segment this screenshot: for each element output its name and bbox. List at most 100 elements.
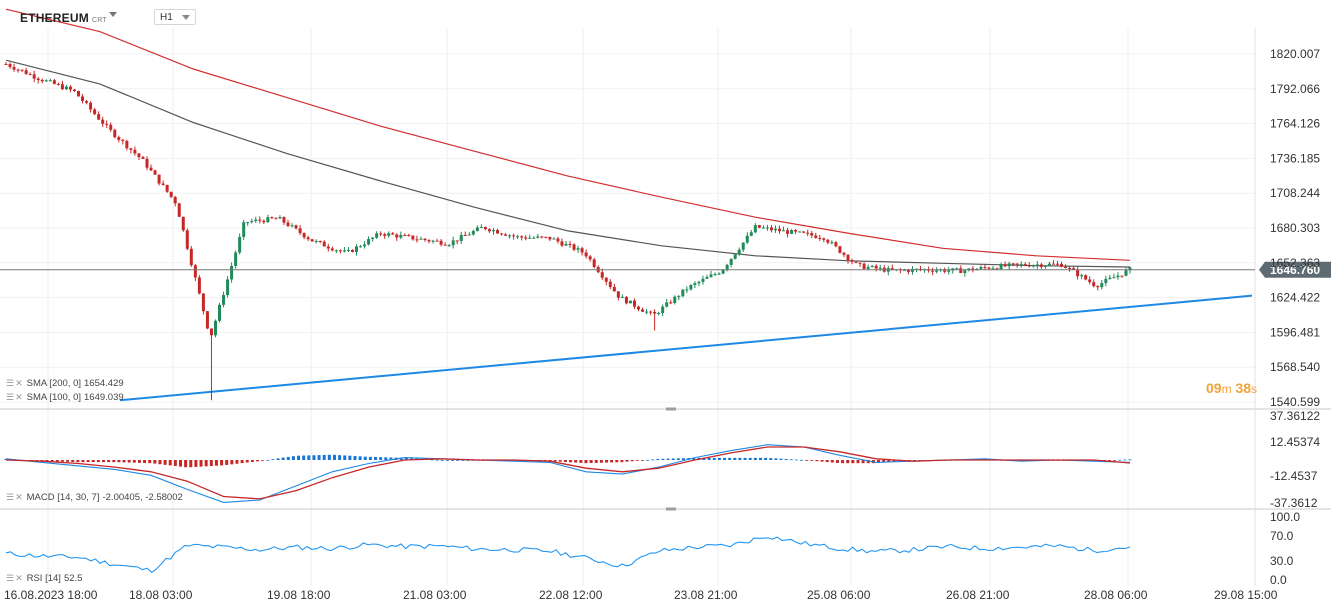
candle-body — [858, 262, 862, 264]
candle-body — [1019, 264, 1023, 266]
candle-body — [991, 268, 995, 270]
macd-histogram-bar — [55, 460, 59, 462]
candle-body — [733, 254, 737, 259]
candle-body — [479, 226, 483, 228]
candle-body — [612, 286, 616, 292]
candle-body — [1043, 265, 1047, 267]
candle-body — [306, 237, 310, 240]
macd-histogram-bar — [789, 459, 793, 461]
macd-histogram-bar — [830, 460, 834, 463]
macd-histogram-bar — [738, 457, 742, 460]
candle-body — [508, 235, 512, 237]
candle-body — [254, 219, 258, 222]
candle-body — [149, 167, 153, 171]
macd-histogram-bar — [646, 459, 650, 461]
macd-values: -2.00405, -2.58002 — [102, 492, 183, 503]
candle-body — [322, 241, 326, 247]
candle-body — [632, 300, 636, 307]
price-axis-tick: 1792.066 — [1270, 82, 1320, 96]
candle-body — [902, 269, 906, 271]
candle-body — [367, 238, 371, 245]
macd-histogram-bar — [107, 460, 111, 463]
macd-histogram-bar — [651, 459, 655, 461]
rsi-line — [5, 536, 1131, 574]
menu-close-icons[interactable]: ☰✕ — [6, 573, 24, 583]
candle-body — [1027, 265, 1031, 267]
timeframe-select[interactable]: H1 — [154, 9, 196, 25]
sma200-legend[interactable]: ☰✕ SMA [200, 0] 1654.429 — [6, 378, 124, 389]
current-price-tag — [1259, 261, 1331, 278]
macd-histogram-bar — [281, 457, 285, 460]
candle-body — [1064, 266, 1068, 268]
candle-body — [649, 311, 653, 313]
candle-body — [778, 228, 782, 232]
candle-body — [455, 240, 459, 242]
chevron-down-icon[interactable] — [109, 12, 117, 17]
price-axis-tick: 1624.422 — [1270, 291, 1320, 305]
symbol-selector[interactable]: ETHEREUM CRT — [20, 11, 107, 25]
macd-legend[interactable]: ☰✕ MACD [14, 30, 7] -2.00405, -2.58002 — [6, 492, 183, 503]
candle-body — [709, 274, 713, 278]
candle-body — [258, 219, 262, 221]
macd-axis-tick: 12.45374 — [1270, 435, 1320, 449]
macd-histogram-bar — [353, 456, 357, 460]
sma100-legend[interactable]: ☰✕ SMA [100, 0] 1649.039 — [6, 392, 124, 403]
candle-body — [616, 291, 620, 298]
rsi-legend[interactable]: ☰✕ RSI [14] 52.5 — [6, 573, 82, 584]
menu-close-icons[interactable]: ☰✕ — [6, 392, 24, 402]
candle-body — [1096, 286, 1100, 288]
macd-histogram-bar — [866, 460, 870, 464]
macd-histogram-bar — [286, 456, 290, 460]
candle-body — [185, 230, 189, 249]
candle-body — [790, 230, 794, 234]
support-trendline — [119, 294, 1253, 402]
price-axis-tick: 1540.599 — [1270, 395, 1320, 409]
macd-histogram-bar — [189, 460, 193, 468]
menu-close-icons[interactable]: ☰✕ — [6, 378, 24, 388]
candle-body — [935, 270, 939, 272]
candle-body — [403, 235, 407, 237]
candle-body — [1108, 277, 1112, 279]
candle-body — [238, 236, 242, 253]
sma200-value: 1654.429 — [84, 378, 124, 389]
candle-body — [427, 240, 431, 242]
candle-body — [36, 78, 40, 81]
macd-histogram-bar — [379, 457, 383, 460]
candle-body — [1128, 267, 1132, 271]
candle-body — [16, 69, 20, 71]
macd-histogram-bar — [625, 460, 629, 462]
candle-body — [822, 238, 826, 240]
candle-body — [717, 273, 721, 275]
rsi-axis-tick: 70.0 — [1270, 529, 1294, 543]
macd-histogram-bar — [102, 460, 106, 463]
candle-body — [1100, 283, 1104, 288]
candle-body — [713, 274, 717, 276]
candle-body — [97, 114, 101, 120]
candle-body — [423, 238, 427, 241]
candle-body — [1039, 264, 1043, 267]
candle-body — [1072, 268, 1076, 270]
candle-body — [544, 236, 548, 238]
candle-body — [504, 234, 508, 236]
macd-histogram-bar — [748, 457, 752, 460]
macd-histogram-bar — [784, 458, 788, 460]
candle-body — [1084, 275, 1088, 280]
candle-body — [786, 230, 790, 234]
candle-body — [415, 239, 419, 241]
time-axis-tick: 19.08 18:00 — [267, 588, 331, 602]
candle-body — [298, 228, 302, 234]
candle-body — [979, 267, 983, 269]
menu-close-icons[interactable]: ☰✕ — [6, 492, 24, 502]
candle-body — [1011, 263, 1015, 265]
candle-body — [701, 278, 705, 282]
candle-body — [157, 174, 161, 184]
candle-body — [129, 148, 133, 150]
sma200-label: SMA [200, 0] — [26, 378, 82, 389]
candle-body — [520, 236, 524, 238]
candle-body — [685, 289, 689, 291]
macd-histogram-bar — [692, 457, 696, 460]
candle-body — [318, 240, 322, 242]
macd-histogram-bar — [1107, 460, 1111, 461]
candle-body — [105, 123, 109, 125]
